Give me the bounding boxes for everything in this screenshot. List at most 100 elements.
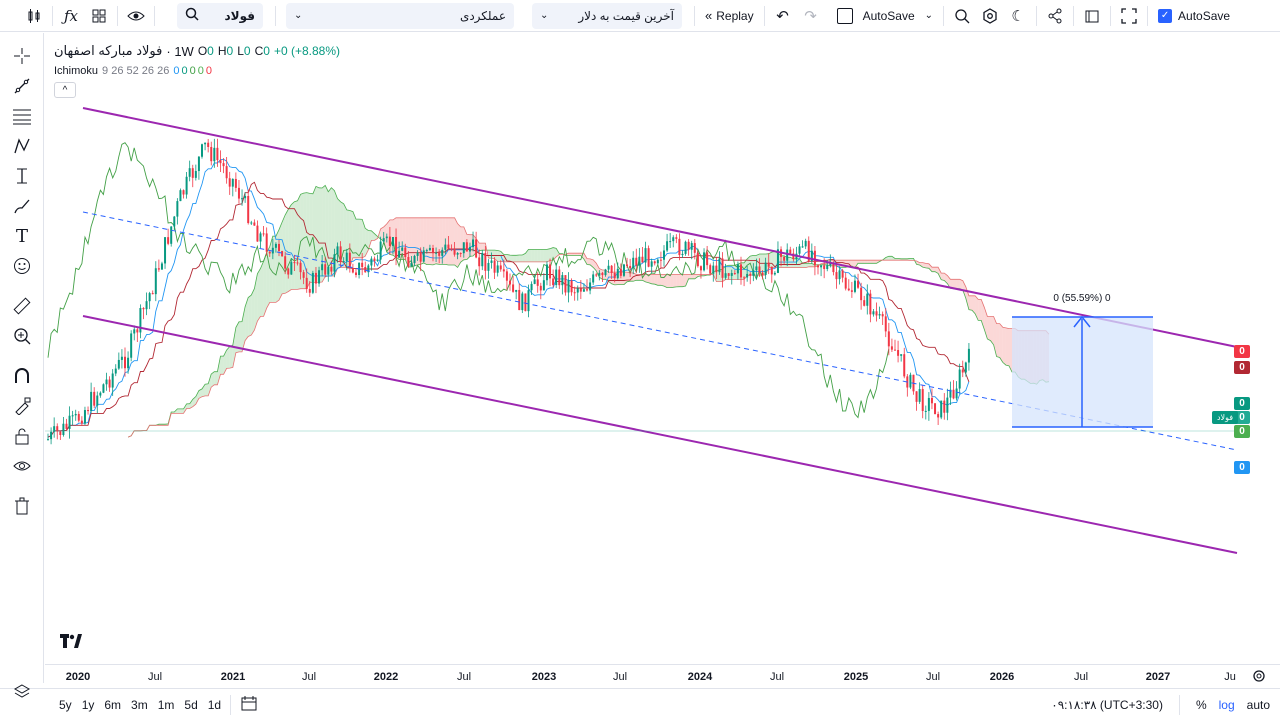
replay-icon: « [705,8,713,23]
candle-body [752,270,755,276]
settings-icon[interactable] [976,3,1004,29]
crosshair-icon[interactable] [8,43,36,69]
cloud-segment [965,286,969,310]
redo-icon[interactable]: ↷ [804,7,817,25]
price-select[interactable]: ⌄ آخرین قیمت به دلار [532,2,682,29]
fullscreen-icon[interactable] [1115,3,1143,29]
lock-icon[interactable] [8,423,36,449]
cloud-segment [319,187,323,283]
cloud-segment [851,260,855,268]
range-button-5y[interactable]: 5y [59,697,72,712]
log-toggle[interactable]: log [1218,698,1235,712]
candle-body [241,198,244,200]
cloud-segment [645,274,649,283]
range-button-1y[interactable]: 1y [81,697,95,712]
cloud-segment [254,273,258,331]
candle-body [733,273,736,275]
indicator-legend-row[interactable]: Ichimoku 9 26 52 26 26 0 0 0 0 0 [54,61,340,81]
replay-button[interactable]: « Replay [699,3,760,29]
candles-icon[interactable] [20,3,48,29]
cloud-segment [627,272,631,282]
candle-body [644,248,647,263]
candle-body [456,253,459,255]
clock[interactable]: ۰۹:۱۸:۳۸ (UTC+3:30) [1051,698,1163,712]
time-axis-settings-icon[interactable] [1252,669,1266,686]
horizontal-lines-icon[interactable] [8,103,36,129]
range-button-5d[interactable]: 5d [184,697,198,712]
cloud-segment [266,246,270,309]
cloud-segment [251,288,255,336]
candle-body [626,264,629,266]
zoom-in-icon[interactable] [8,323,36,349]
cloud-segment [448,217,452,265]
share-icon[interactable] [1041,3,1069,29]
ruler-icon[interactable] [8,293,36,319]
undo-icon[interactable]: ↶ [776,7,789,25]
candle-body [416,252,419,256]
range-button-1d[interactable]: 1d [207,697,222,712]
layers-icon[interactable] [13,684,31,703]
candle-body [210,146,213,162]
candle-body [237,187,240,199]
percent-toggle[interactable]: % [1195,698,1207,712]
range-button-3m[interactable]: 3m [131,697,148,712]
cloud-segment [587,258,591,265]
measure-range-icon[interactable] [8,163,36,189]
date-range-icon[interactable] [241,695,259,714]
candle-body [481,252,484,267]
autosave-toggle[interactable]: AutoSave ⌄ [831,3,939,29]
cloud-segment [664,274,668,288]
legend-collapse-button[interactable]: ^ [54,82,76,98]
candle-body [447,244,450,249]
candle-body [860,287,863,301]
candle-body [185,176,188,195]
replay-label: Replay [716,8,754,23]
eye-icon[interactable] [122,3,150,29]
candle-body [897,350,900,356]
symbol-search-button[interactable]: فولاد [177,2,263,29]
indicator-select[interactable]: ⌄ عملکردی [286,2,514,29]
pattern-icon[interactable] [8,133,36,159]
candle-body [87,410,90,412]
trash-icon[interactable] [8,493,36,519]
fx-icon[interactable]: ƒx [63,6,78,25]
brush-icon[interactable] [8,193,36,219]
compare-icon[interactable] [948,3,976,29]
range-button-1m[interactable]: 1m [157,697,175,712]
channel-upper-line[interactable] [82,107,1238,348]
autosave-checkbox[interactable] [836,7,853,24]
range-button-6m[interactable]: 6m [104,697,122,712]
chevron-down-icon: ⌄ [294,10,303,21]
candle-body [478,257,481,267]
candle-body [250,222,253,224]
time-tick: 2025 [843,671,869,683]
cloud-segment [676,274,680,287]
low-label: L [237,44,244,58]
grid-icon[interactable] [85,3,113,29]
hide-drawings-icon[interactable] [8,453,36,479]
magnet-icon[interactable] [8,363,36,389]
trend-line-icon[interactable] [8,73,36,99]
time-axis[interactable]: 2020 Jul 2021 Jul 2022 Jul 2023 Jul 2024 Jul 2025 J… [45,664,1280,688]
candle-body [204,142,207,145]
auto-toggle[interactable]: auto [1246,698,1270,712]
emoji-icon[interactable] [8,253,36,279]
time-tick: Jul [1073,671,1089,683]
moon-icon[interactable]: ☾ [1011,7,1025,25]
price-chart[interactable]: 0 (55.59%) 0 [45,34,1280,664]
autosave-right-toggle[interactable]: ✓ AutoSave [1152,3,1236,29]
lock-drawing-icon[interactable] [8,393,36,419]
candle-body [278,243,280,252]
cloud-segment [359,219,363,258]
autosave-right-checkbox[interactable]: ✓ [1158,8,1173,23]
text-tool-icon[interactable]: T [15,225,28,247]
candle-body [422,250,425,262]
cloud-segment [309,193,313,283]
cloud-segment [522,253,526,262]
candle-body [829,263,832,266]
channel-lower-line[interactable] [82,315,1238,554]
candle-body [949,389,952,398]
snapshot-icon[interactable] [1078,3,1106,29]
candle-body [259,233,262,242]
